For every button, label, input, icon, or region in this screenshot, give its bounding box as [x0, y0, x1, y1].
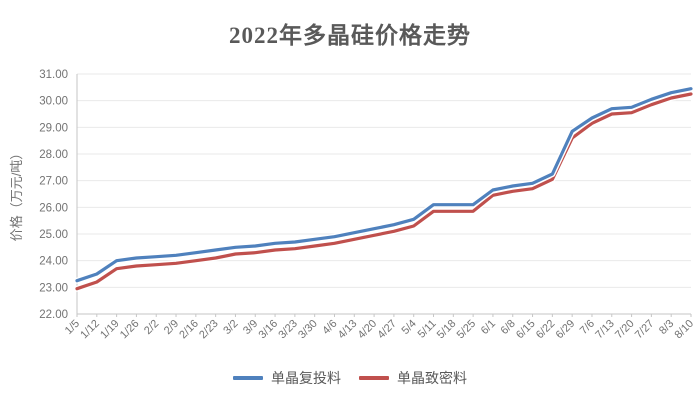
x-tick-label: 5/25	[455, 318, 479, 342]
y-tick-label: 29.00	[39, 122, 68, 134]
series-line-casing	[74, 85, 694, 284]
legend-swatch-blue	[233, 376, 263, 380]
x-tick-label: 1/19	[98, 318, 122, 342]
x-tick-label: 5/4	[400, 318, 419, 337]
x-tick-label: 1/12	[78, 318, 102, 342]
x-tick-label: 2/2	[142, 318, 161, 337]
legend-label-recharge: 单晶复投料	[271, 370, 341, 386]
y-tick-label: 23.00	[39, 282, 68, 294]
x-tick-label: 7/13	[593, 318, 617, 342]
y-tick-label: 28.00	[39, 149, 68, 161]
series-line-casing	[74, 91, 694, 292]
legend-item-dense: 单晶致密料	[359, 368, 467, 388]
legend-item-recharge: 单晶复投料	[233, 368, 341, 388]
chart-title: 2022年多晶硅价格走势	[229, 23, 471, 48]
y-tick-label: 24.00	[39, 256, 68, 268]
x-tick-label: 4/13	[336, 318, 360, 342]
x-tick-label: 6/15	[514, 318, 538, 342]
x-tick-label: 7/20	[613, 318, 637, 342]
x-tick-label: 4/27	[375, 318, 399, 342]
legend-swatch-red	[359, 376, 389, 380]
x-tick-label: 3/30	[296, 318, 320, 342]
x-tick-label: 5/18	[435, 318, 459, 342]
x-tick-label: 4/20	[356, 318, 380, 342]
y-tick-label: 30.00	[39, 96, 68, 108]
series-line-dense	[75, 92, 693, 291]
x-tick-label: 3/23	[276, 318, 300, 342]
y-tick-label: 31.00	[39, 69, 68, 81]
x-tick-label: 7/27	[633, 318, 657, 342]
x-tick-label: 6/1	[479, 318, 498, 337]
x-tick-label: 1/26	[118, 318, 142, 342]
x-tick-label: 6/22	[534, 318, 558, 342]
x-tick-label: 6/29	[554, 318, 578, 342]
y-tick-label: 26.00	[39, 202, 68, 214]
x-tick-label: 5/11	[416, 318, 439, 341]
series-line-recharge	[75, 87, 693, 283]
y-tick-label: 22.00	[39, 309, 68, 321]
x-tick-label: 3/16	[257, 318, 281, 342]
legend-label-dense: 单晶致密料	[397, 370, 467, 386]
y-tick-label: 25.00	[39, 229, 68, 241]
x-tick-label: 2/23	[197, 318, 221, 342]
legend: 单晶复投料 单晶致密料	[0, 368, 700, 388]
y-tick-label: 27.00	[39, 176, 68, 188]
x-tick-label: 2/16	[177, 318, 201, 342]
x-tick-label: 8/10	[672, 318, 696, 342]
x-tick-label: 3/2	[221, 318, 240, 337]
